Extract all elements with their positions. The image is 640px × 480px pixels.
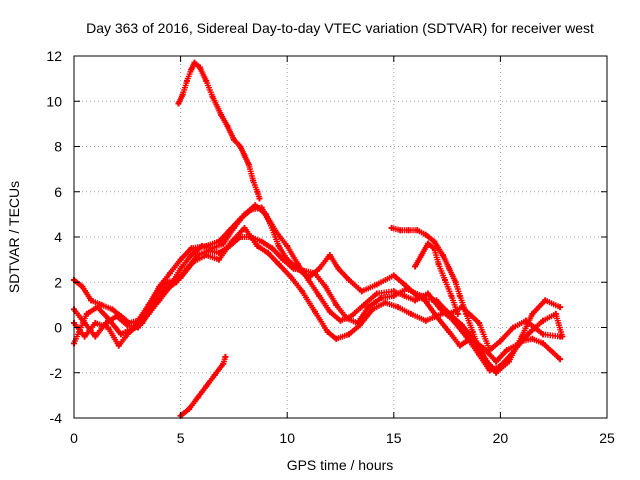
grid-lines [74, 56, 607, 418]
x-tick-label: 5 [177, 430, 185, 446]
chart-title: Day 363 of 2016, Sidereal Day-to-day VTE… [86, 20, 594, 36]
series-markers [389, 225, 499, 374]
y-tick-label: 2 [54, 274, 62, 290]
x-tick-label: 20 [493, 430, 509, 446]
y-tick-label: 4 [54, 229, 62, 245]
y-tick-label: 12 [46, 48, 62, 64]
x-axis-label: GPS time / hours [287, 457, 394, 473]
x-tick-label: 10 [279, 430, 295, 446]
x-tick-label: 0 [70, 430, 78, 446]
sdtvar-chart: 0 5 10 15 20 25 -4 -2 0 2 4 6 8 10 12 Day 363 of 2016… [0, 0, 640, 480]
y-tick-labels: -4 -2 0 2 4 6 8 10 12 [46, 48, 62, 426]
plot-frame [74, 56, 607, 418]
y-axis-label: SDTVAR / TECUs [6, 181, 22, 293]
series-track-6 [175, 60, 262, 202]
series-track-5 [178, 354, 229, 419]
x-tick-label: 15 [386, 430, 402, 446]
y-tick-label: 6 [54, 184, 62, 200]
y-tick-label: -2 [50, 365, 63, 381]
x-tick-labels: 0 5 10 15 20 25 [70, 430, 615, 446]
y-tick-label: 10 [46, 93, 62, 109]
y-tick-label: -4 [50, 410, 63, 426]
x-tick-label: 25 [599, 430, 615, 446]
y-tick-label: 0 [54, 320, 62, 336]
y-tick-label: 8 [54, 139, 62, 155]
data-series [71, 60, 565, 419]
axis-ticks [74, 56, 607, 418]
series-track-7 [389, 225, 499, 374]
